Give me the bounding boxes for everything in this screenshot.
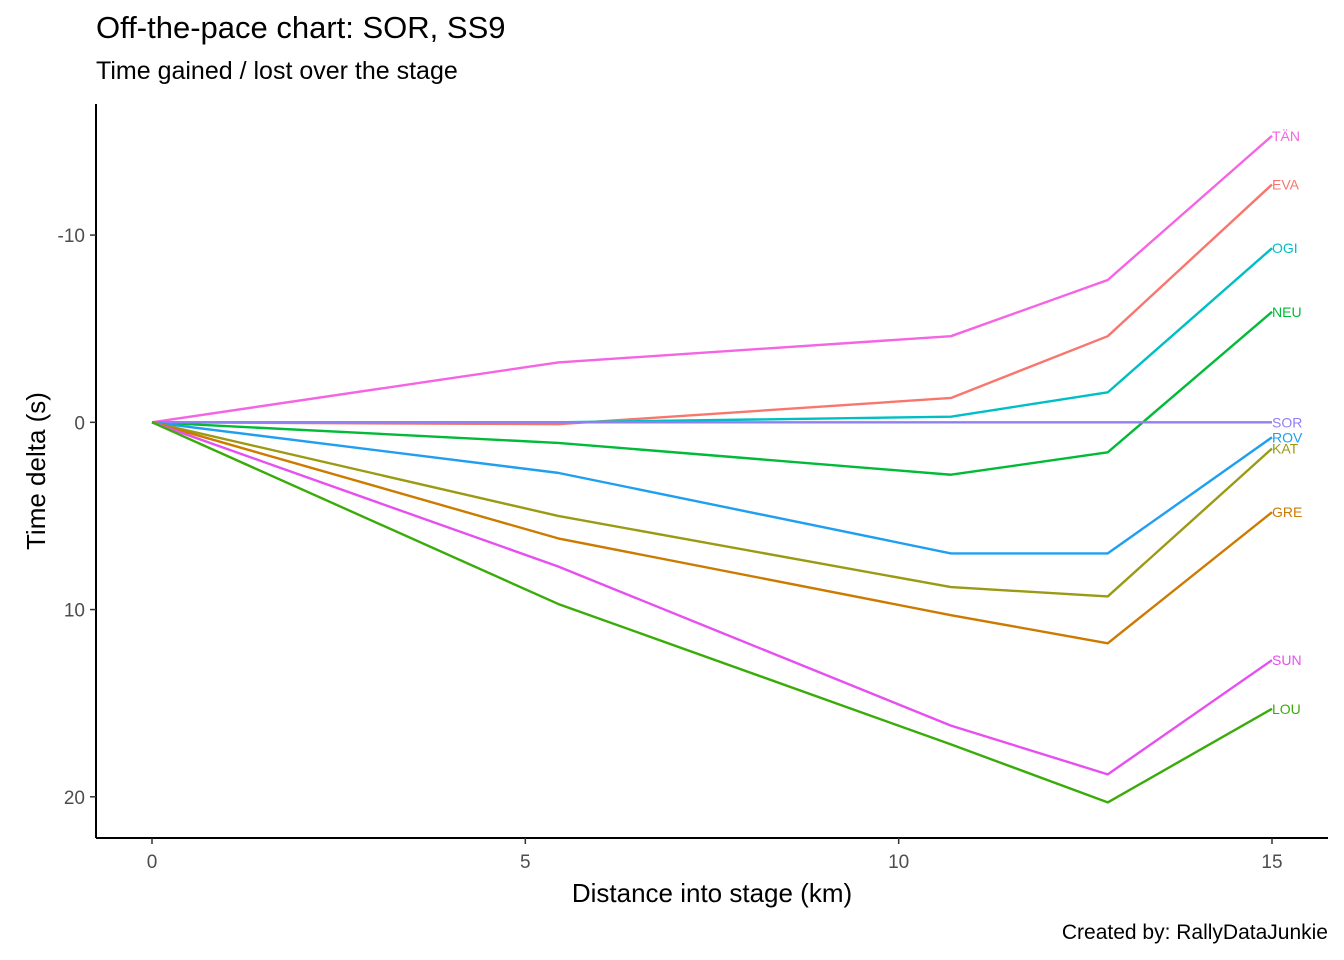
series-line-tän [151,134,1273,424]
y-tick-label: 20 [64,788,85,809]
x-axis-title: Distance into stage (km) [572,878,852,908]
series-line-rov [151,421,1273,555]
chart-subtitle: Time gained / lost over the stage [96,57,458,85]
series-line-kat [151,421,1273,598]
chart-title: Off-the-pace chart: SOR, SS9 [96,10,506,45]
series-end-label: NEU [1272,304,1302,320]
y-ticks: -10 0 10 20 [58,226,96,809]
x-ticks: 0 5 10 15 [147,838,1283,873]
series-end-label: OGI [1272,240,1298,256]
x-tick-label: 10 [888,852,909,873]
series-end-label: TÄN [1272,128,1300,144]
x-tick-label: 0 [147,852,158,873]
series-end-label: SUN [1272,652,1302,668]
series-end-label: SOR [1272,414,1302,430]
series-end-label: LOU [1272,701,1301,717]
y-tick-label: 10 [64,601,85,622]
chart-caption: Created by: RallyDataJunkie [1061,921,1328,944]
series-layer [151,134,1273,804]
series-line-lou [151,421,1273,804]
series-line-neu [151,310,1273,476]
series-end-label: KAT [1272,441,1299,457]
series-line-eva [151,183,1273,426]
y-tick-label: -10 [58,226,85,247]
x-tick-label: 15 [1261,852,1282,873]
series-end-label: ROV [1272,429,1303,445]
series-line-sun [151,421,1273,776]
y-axis-title: Time delta (s) [21,392,51,550]
series-end-label: GRE [1272,504,1302,520]
series-end-label: EVA [1272,177,1300,193]
x-tick-label: 5 [520,852,531,873]
y-tick-label: 0 [74,413,85,434]
series-line-gre [151,421,1273,645]
series-line-ogi [152,247,1273,424]
